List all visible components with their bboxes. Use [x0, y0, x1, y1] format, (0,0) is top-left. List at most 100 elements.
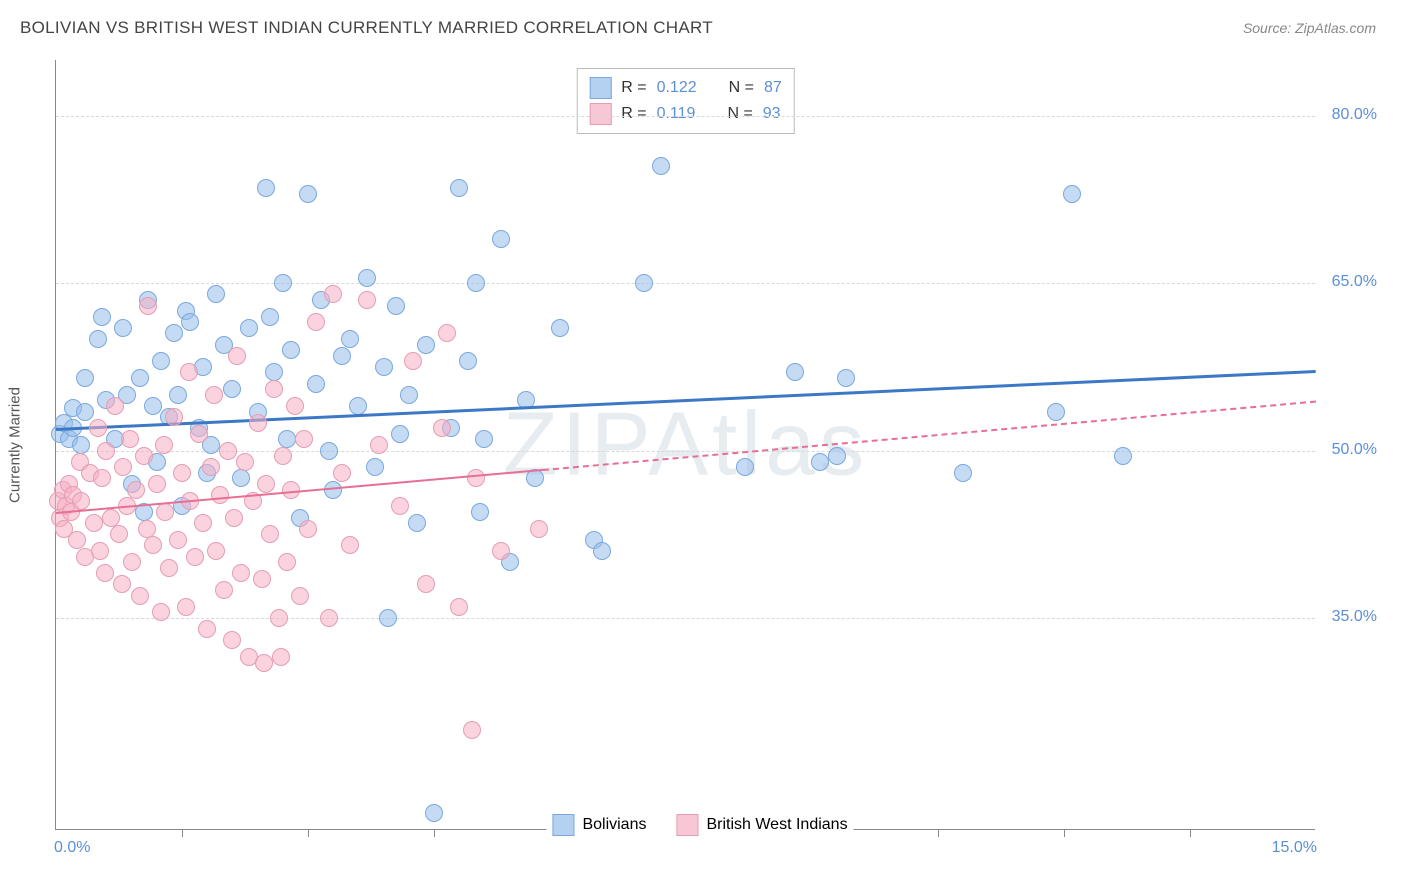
- data-point: [450, 598, 468, 616]
- y-tick-label: 80.0%: [1332, 106, 1377, 124]
- data-point: [425, 804, 443, 822]
- r-label: R =: [621, 105, 646, 123]
- data-point: [85, 514, 103, 532]
- data-point: [228, 347, 246, 365]
- data-point: [282, 341, 300, 359]
- gridline: [56, 283, 1315, 284]
- data-point: [736, 458, 754, 476]
- data-point: [114, 319, 132, 337]
- data-point: [177, 598, 195, 616]
- data-point: [232, 564, 250, 582]
- series-legend: Bolivians British West Indians: [546, 812, 853, 838]
- data-point: [148, 475, 166, 493]
- data-point: [131, 369, 149, 387]
- data-point: [102, 509, 120, 527]
- data-point: [127, 481, 145, 499]
- data-point: [492, 230, 510, 248]
- data-point: [530, 520, 548, 538]
- data-point: [165, 408, 183, 426]
- x-tick: [182, 829, 183, 837]
- data-point: [96, 564, 114, 582]
- y-axis-label: Currently Married: [7, 387, 24, 503]
- data-point: [417, 336, 435, 354]
- data-point: [278, 553, 296, 571]
- data-point: [89, 419, 107, 437]
- n-label: N =: [727, 105, 752, 123]
- data-point: [551, 319, 569, 337]
- data-point: [219, 442, 237, 460]
- data-point: [165, 324, 183, 342]
- y-tick-label: 35.0%: [1332, 608, 1377, 626]
- data-point: [286, 397, 304, 415]
- x-tick: [308, 829, 309, 837]
- data-point: [333, 464, 351, 482]
- data-point: [370, 436, 388, 454]
- data-point: [169, 531, 187, 549]
- data-point: [186, 548, 204, 566]
- x-tick: [434, 829, 435, 837]
- trend-line: [56, 370, 1316, 431]
- data-point: [97, 442, 115, 460]
- data-point: [194, 514, 212, 532]
- data-point: [391, 425, 409, 443]
- data-point: [320, 609, 338, 627]
- data-point: [467, 274, 485, 292]
- legend-label: Bolivians: [582, 816, 646, 834]
- data-point: [156, 503, 174, 521]
- data-point: [265, 363, 283, 381]
- data-point: [121, 430, 139, 448]
- data-point: [837, 369, 855, 387]
- data-point: [1114, 447, 1132, 465]
- data-point: [138, 520, 156, 538]
- data-point: [160, 559, 178, 577]
- correlation-legend: R =0.122N =87R =0.119N =93: [576, 68, 795, 134]
- legend-item: British West Indians: [676, 814, 847, 836]
- data-point: [152, 352, 170, 370]
- data-point: [139, 297, 157, 315]
- data-point: [358, 269, 376, 287]
- data-point: [93, 469, 111, 487]
- data-point: [223, 380, 241, 398]
- data-point: [417, 575, 435, 593]
- data-point: [211, 486, 229, 504]
- data-point: [173, 464, 191, 482]
- data-point: [257, 475, 275, 493]
- data-point: [272, 648, 290, 666]
- y-tick-label: 65.0%: [1332, 273, 1377, 291]
- data-point: [255, 654, 273, 672]
- data-point: [265, 380, 283, 398]
- data-point: [180, 363, 198, 381]
- data-point: [76, 403, 94, 421]
- legend-row: R =0.122N =87: [589, 75, 782, 101]
- data-point: [635, 274, 653, 292]
- data-point: [190, 425, 208, 443]
- data-point: [786, 363, 804, 381]
- data-point: [307, 375, 325, 393]
- data-point: [307, 313, 325, 331]
- data-point: [144, 397, 162, 415]
- data-point: [114, 458, 132, 476]
- data-point: [1047, 403, 1065, 421]
- data-point: [391, 497, 409, 515]
- data-point: [155, 436, 173, 454]
- data-point: [450, 179, 468, 197]
- legend-item: Bolivians: [552, 814, 646, 836]
- data-point: [375, 358, 393, 376]
- data-point: [471, 503, 489, 521]
- data-point: [349, 397, 367, 415]
- data-point: [593, 542, 611, 560]
- data-point: [299, 185, 317, 203]
- data-point: [113, 575, 131, 593]
- data-point: [341, 330, 359, 348]
- data-point: [274, 274, 292, 292]
- data-point: [320, 442, 338, 460]
- data-point: [274, 447, 292, 465]
- data-point: [404, 352, 422, 370]
- chart-title: BOLIVIAN VS BRITISH WEST INDIAN CURRENTL…: [20, 18, 713, 38]
- gridline: [56, 618, 1315, 619]
- data-point: [169, 386, 187, 404]
- legend-label: British West Indians: [706, 816, 847, 834]
- legend-swatch: [552, 814, 574, 836]
- x-tick: [1190, 829, 1191, 837]
- data-point: [123, 553, 141, 571]
